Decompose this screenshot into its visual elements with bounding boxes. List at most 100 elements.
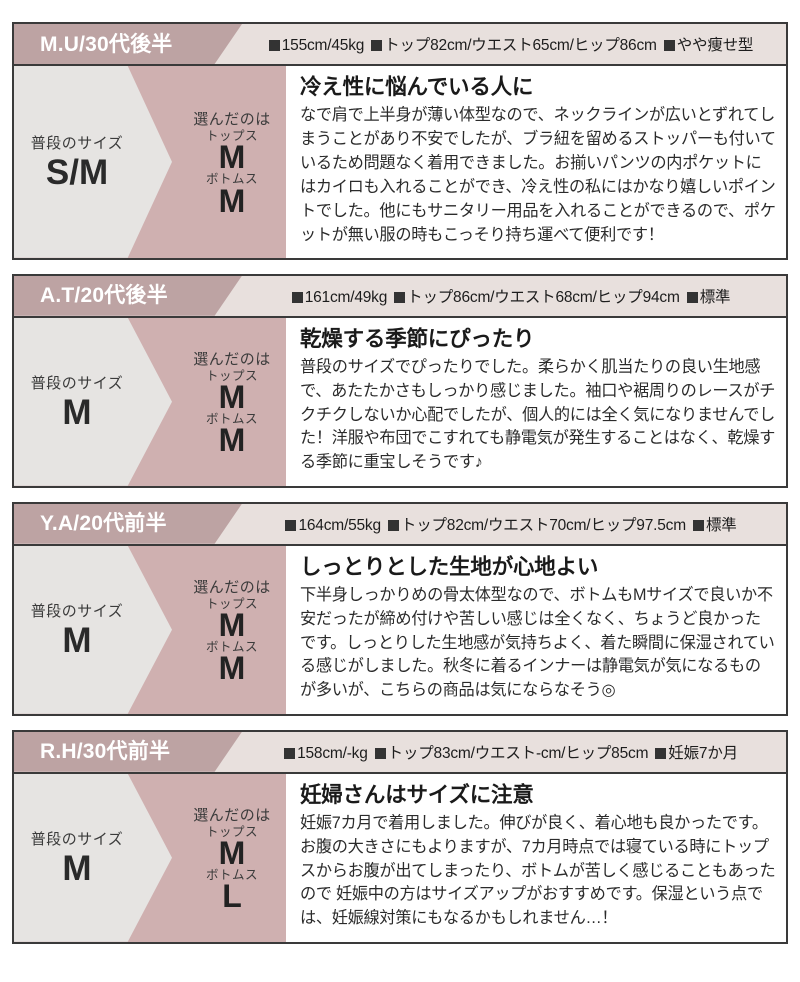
usual-size-value: M bbox=[62, 620, 92, 660]
review-text: 下半身しっかりめの骨太体型なので、ボトムもMサイズで良いか不安だったが締め付けや… bbox=[300, 585, 775, 700]
review-page: M.U/30代後半 155cm/45kg トップ82cm/ウエスト65cm/ヒップ… bbox=[0, 22, 800, 982]
black-square-bullet-icon bbox=[387, 519, 399, 531]
review-body: 普段のサイズ M 選んだのは トップス M ボトムス M 乾燥する季節にぴったり… bbox=[12, 317, 788, 488]
tops-label: トップス bbox=[205, 596, 258, 611]
bottoms-size-value: L bbox=[222, 878, 242, 915]
chosen-size-panel: 選んだのは トップス M ボトムス M bbox=[172, 66, 286, 258]
bottoms-label: ボトムス bbox=[205, 867, 258, 882]
reviewer-specs: 155cm/45kg トップ82cm/ウエスト65cm/ヒップ86cm やや痩せ型 bbox=[242, 24, 786, 64]
spec-type: 標準 bbox=[705, 516, 737, 534]
tops-size-value: M bbox=[218, 379, 246, 416]
chosen-size-panel: 選んだのは トップス M ボトムス M bbox=[172, 546, 286, 714]
spec-body: 161cm/49kg bbox=[304, 288, 388, 306]
bottoms-size-value: M bbox=[218, 650, 246, 687]
reviewer-badge: M.U/30代後半 bbox=[14, 24, 242, 64]
bottoms-label: ボトムス bbox=[205, 411, 258, 426]
tops-size-value: M bbox=[218, 835, 246, 872]
usual-size-panel: 普段のサイズ S/M bbox=[14, 66, 172, 258]
spec-measure: トップ82cm/ウエスト65cm/ヒップ86cm bbox=[384, 37, 657, 54]
black-square-bullet-icon bbox=[268, 40, 280, 51]
review-title: 冷え性に悩んでいる人に bbox=[300, 75, 534, 99]
reviewer-name: R.H/30代前半 bbox=[40, 740, 171, 764]
usual-size-value: M bbox=[62, 848, 92, 888]
review-block: Y.A/20代前半 164cm/55kg トップ82cm/ウエスト70cm/ヒップ… bbox=[12, 501, 788, 716]
size-panel: 普段のサイズ M 選んだのは トップス M ボトムス L bbox=[14, 773, 286, 942]
reviewer-specs: 164cm/55kg トップ82cm/ウエスト70cm/ヒップ97.5cm 標準 bbox=[242, 504, 786, 544]
black-square-bullet-icon bbox=[394, 291, 406, 303]
usual-size-value: S/M bbox=[45, 152, 109, 192]
reviewer-specs: 158cm/-kg トップ83cm/ウエスト-cm/ヒップ85cm 妊娠7か月 bbox=[242, 732, 786, 772]
review-text: 普段のサイズでぴったりでした。柔らかく肌当たりの良い生地感で、あたたかさもしっか… bbox=[300, 357, 776, 472]
size-panel: 普段のサイズ M 選んだのは トップス M ボトムス M bbox=[14, 317, 286, 486]
review-text: 妊娠7カ月で着用しました。伸びが良く、着心地も良かったです。お腹の大きさにもより… bbox=[300, 813, 776, 928]
usual-size-label: 普段のサイズ bbox=[30, 830, 124, 848]
reviewer-name: M.U/30代後半 bbox=[40, 32, 173, 56]
black-square-bullet-icon bbox=[655, 747, 667, 759]
black-square-bullet-icon bbox=[686, 291, 698, 303]
review-block: M.U/30代後半 155cm/45kg トップ82cm/ウエスト65cm/ヒップ… bbox=[12, 22, 788, 260]
tops-label: トップス bbox=[205, 824, 258, 839]
usual-size-panel: 普段のサイズ M bbox=[14, 773, 172, 942]
chosen-size-label: 選んだのは bbox=[193, 578, 271, 596]
chosen-size-panel: 選んだのは トップス M ボトムス M bbox=[172, 318, 286, 486]
chosen-size-label: 選んだのは bbox=[193, 350, 271, 368]
review-title: 乾燥する季節にぴったり bbox=[300, 326, 535, 351]
review-content: 妊婦さんはサイズに注意 妊娠7カ月で着用しました。伸びが良く、着心地も良かったで… bbox=[286, 773, 786, 942]
tops-label: トップス bbox=[205, 128, 258, 143]
review-block: R.H/30代前半 158cm/-kg トップ83cm/ウエスト-cm/ヒップ85… bbox=[12, 729, 788, 944]
usual-size-label: 普段のサイズ bbox=[30, 374, 124, 392]
spec-measure: トップ86cm/ウエスト68cm/ヒップ94cm bbox=[407, 288, 680, 306]
review-body: 普段のサイズ M 選んだのは トップス M ボトムス M しっとりとした生地が心… bbox=[12, 545, 788, 716]
usual-size-value: M bbox=[62, 392, 92, 432]
review-header: R.H/30代前半 158cm/-kg トップ83cm/ウエスト-cm/ヒップ85… bbox=[12, 729, 788, 774]
review-header: M.U/30代後半 155cm/45kg トップ82cm/ウエスト65cm/ヒップ… bbox=[12, 22, 788, 66]
spec-measure: トップ82cm/ウエスト70cm/ヒップ97.5cm bbox=[400, 516, 686, 534]
usual-size-panel: 普段のサイズ M bbox=[14, 545, 172, 714]
spec-body: 164cm/55kg bbox=[298, 516, 381, 534]
usual-size-label: 普段のサイズ bbox=[30, 134, 124, 152]
reviewer-specs: 161cm/49kg トップ86cm/ウエスト68cm/ヒップ94cm 標準 bbox=[242, 276, 786, 316]
review-body: 普段のサイズ S/M 選んだのは トップス M ボトムス M 冷え性に悩んでいる… bbox=[12, 66, 788, 260]
bottoms-size-value: M bbox=[218, 182, 246, 219]
spec-type: 妊娠7か月 bbox=[668, 744, 738, 762]
black-square-bullet-icon bbox=[284, 747, 296, 759]
chosen-size-label: 選んだのは bbox=[193, 806, 271, 824]
spec-body: 158cm/-kg bbox=[297, 744, 368, 762]
usual-size-panel: 普段のサイズ M bbox=[14, 317, 172, 486]
chosen-size-panel: 選んだのは トップス M ボトムス L bbox=[172, 774, 286, 942]
reviewer-badge: A.T/20代後半 bbox=[14, 275, 242, 316]
spec-measure: トップ83cm/ウエスト-cm/ヒップ85cm bbox=[387, 744, 649, 762]
review-content: 乾燥する季節にぴったり 普段のサイズでぴったりでした。柔らかく肌当たりの良い生地… bbox=[286, 317, 786, 486]
reviewer-badge: R.H/30代前半 bbox=[14, 731, 242, 772]
review-title: 妊婦さんはサイズに注意 bbox=[300, 782, 534, 807]
review-body: 普段のサイズ M 選んだのは トップス M ボトムス L 妊婦さんはサイズに注意… bbox=[12, 773, 788, 944]
black-square-bullet-icon bbox=[663, 40, 675, 51]
reviewer-name: Y.A/20代前半 bbox=[40, 512, 167, 536]
black-square-bullet-icon bbox=[285, 519, 297, 531]
tops-label: トップス bbox=[205, 368, 258, 383]
review-content: 冷え性に悩んでいる人に なで肩で上半身が薄い体型なので、ネックラインが広いとずれ… bbox=[286, 66, 786, 258]
review-text: なで肩で上半身が薄い体型なので、ネックラインが広いとずれてしまうことがあり不安で… bbox=[300, 105, 776, 244]
bottoms-label: ボトムス bbox=[205, 639, 258, 654]
reviewer-badge: Y.A/20代前半 bbox=[14, 503, 242, 544]
tops-size-value: M bbox=[218, 139, 246, 176]
black-square-bullet-icon bbox=[374, 747, 386, 759]
size-panel: 普段のサイズ M 選んだのは トップス M ボトムス M bbox=[14, 545, 286, 714]
black-square-bullet-icon bbox=[371, 40, 383, 51]
size-panel: 普段のサイズ S/M 選んだのは トップス M ボトムス M bbox=[14, 66, 286, 258]
review-title: しっとりとした生地が心地よい bbox=[300, 554, 599, 579]
chosen-size-label: 選んだのは bbox=[193, 110, 271, 128]
black-square-bullet-icon bbox=[692, 519, 704, 531]
review-header: A.T/20代後半 161cm/49kg トップ86cm/ウエスト68cm/ヒップ… bbox=[12, 273, 788, 318]
black-square-bullet-icon bbox=[291, 291, 303, 303]
review-block: A.T/20代後半 161cm/49kg トップ86cm/ウエスト68cm/ヒップ… bbox=[12, 273, 788, 488]
review-header: Y.A/20代前半 164cm/55kg トップ82cm/ウエスト70cm/ヒップ… bbox=[12, 501, 788, 546]
spec-type: 標準 bbox=[699, 288, 731, 306]
tops-size-value: M bbox=[218, 607, 246, 644]
usual-size-label: 普段のサイズ bbox=[30, 602, 124, 620]
bottoms-size-value: M bbox=[218, 422, 246, 459]
spec-type: やや痩せ型 bbox=[676, 37, 754, 54]
spec-body: 155cm/45kg bbox=[281, 37, 365, 54]
bottoms-label: ボトムス bbox=[205, 171, 258, 186]
reviewer-name: A.T/20代後半 bbox=[40, 284, 168, 308]
